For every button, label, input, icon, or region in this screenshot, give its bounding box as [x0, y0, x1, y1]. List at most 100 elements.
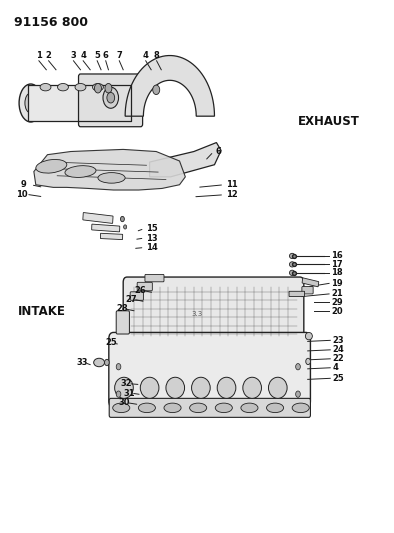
- Text: 29: 29: [331, 298, 343, 307]
- Ellipse shape: [116, 391, 121, 397]
- Text: 10: 10: [17, 190, 28, 199]
- Ellipse shape: [115, 377, 133, 398]
- Ellipse shape: [116, 364, 121, 370]
- Ellipse shape: [290, 262, 295, 267]
- Text: 21: 21: [331, 289, 343, 298]
- FancyBboxPatch shape: [116, 311, 129, 334]
- Ellipse shape: [58, 84, 69, 91]
- Text: 31: 31: [123, 389, 135, 398]
- Text: 4: 4: [332, 364, 338, 372]
- Ellipse shape: [266, 403, 284, 413]
- Ellipse shape: [25, 93, 37, 113]
- Text: 4: 4: [80, 51, 86, 60]
- Text: INTAKE: INTAKE: [18, 305, 66, 318]
- Ellipse shape: [164, 403, 181, 413]
- Ellipse shape: [296, 364, 300, 370]
- Text: 91156 800: 91156 800: [15, 16, 88, 29]
- Ellipse shape: [292, 403, 309, 413]
- Text: 28: 28: [116, 304, 128, 313]
- Text: 3: 3: [71, 51, 76, 60]
- Ellipse shape: [36, 159, 67, 173]
- Text: 5: 5: [94, 51, 100, 60]
- Ellipse shape: [75, 84, 86, 91]
- Ellipse shape: [190, 403, 207, 413]
- Ellipse shape: [241, 403, 258, 413]
- FancyBboxPatch shape: [137, 282, 152, 291]
- Text: 24: 24: [332, 345, 344, 354]
- Text: 8: 8: [154, 51, 160, 60]
- Ellipse shape: [107, 92, 115, 103]
- Ellipse shape: [40, 84, 51, 91]
- Ellipse shape: [166, 377, 184, 398]
- Text: 16: 16: [331, 252, 343, 261]
- FancyBboxPatch shape: [109, 398, 310, 417]
- Text: 13: 13: [147, 233, 158, 243]
- FancyBboxPatch shape: [130, 292, 143, 300]
- Ellipse shape: [191, 377, 210, 398]
- Ellipse shape: [306, 358, 310, 365]
- Polygon shape: [150, 142, 221, 177]
- Text: 18: 18: [331, 268, 343, 277]
- Ellipse shape: [124, 225, 127, 229]
- Ellipse shape: [290, 270, 295, 276]
- Text: 33: 33: [76, 358, 88, 367]
- Ellipse shape: [121, 216, 125, 222]
- Text: 30: 30: [119, 398, 130, 407]
- FancyBboxPatch shape: [83, 213, 113, 223]
- Ellipse shape: [153, 85, 160, 94]
- Ellipse shape: [98, 173, 125, 183]
- Ellipse shape: [305, 333, 312, 340]
- Text: 4: 4: [143, 51, 149, 60]
- Text: 27: 27: [125, 295, 137, 304]
- Ellipse shape: [94, 358, 104, 367]
- Polygon shape: [125, 55, 214, 116]
- Ellipse shape: [105, 84, 112, 93]
- Ellipse shape: [65, 166, 96, 177]
- Text: 22: 22: [332, 354, 344, 364]
- Ellipse shape: [296, 391, 300, 397]
- Ellipse shape: [93, 84, 103, 91]
- Text: 2: 2: [46, 51, 52, 60]
- FancyBboxPatch shape: [92, 224, 120, 232]
- Text: 26: 26: [134, 286, 146, 295]
- Text: 6: 6: [216, 147, 221, 156]
- Ellipse shape: [19, 84, 43, 122]
- Text: 11: 11: [226, 180, 238, 189]
- Text: 12: 12: [226, 190, 238, 199]
- Text: 14: 14: [147, 243, 158, 252]
- Polygon shape: [34, 149, 185, 190]
- FancyBboxPatch shape: [100, 233, 123, 239]
- FancyBboxPatch shape: [123, 277, 304, 348]
- Ellipse shape: [95, 84, 101, 93]
- Text: EXHAUST: EXHAUST: [298, 115, 360, 128]
- Text: 1: 1: [36, 51, 42, 60]
- Text: 23: 23: [332, 336, 344, 345]
- Text: 32: 32: [121, 379, 132, 388]
- FancyBboxPatch shape: [109, 333, 310, 407]
- Ellipse shape: [140, 377, 159, 398]
- Ellipse shape: [113, 403, 130, 413]
- FancyBboxPatch shape: [302, 287, 313, 294]
- FancyBboxPatch shape: [78, 74, 143, 127]
- Ellipse shape: [138, 403, 156, 413]
- Ellipse shape: [290, 253, 295, 259]
- Ellipse shape: [103, 87, 119, 108]
- FancyBboxPatch shape: [302, 278, 319, 287]
- Ellipse shape: [217, 377, 236, 398]
- Text: 3.3: 3.3: [191, 311, 203, 317]
- Ellipse shape: [243, 377, 262, 398]
- Text: 20: 20: [331, 307, 343, 316]
- Text: 7: 7: [117, 51, 122, 60]
- Text: 15: 15: [147, 224, 158, 233]
- FancyBboxPatch shape: [145, 274, 164, 282]
- Text: 6: 6: [103, 51, 109, 60]
- Text: 25: 25: [105, 338, 117, 348]
- Polygon shape: [28, 85, 131, 122]
- Ellipse shape: [104, 359, 109, 366]
- Ellipse shape: [268, 377, 287, 398]
- Text: 17: 17: [331, 260, 343, 269]
- Text: 25: 25: [332, 374, 344, 383]
- Ellipse shape: [215, 403, 232, 413]
- Text: 9: 9: [21, 180, 27, 189]
- FancyBboxPatch shape: [289, 292, 305, 296]
